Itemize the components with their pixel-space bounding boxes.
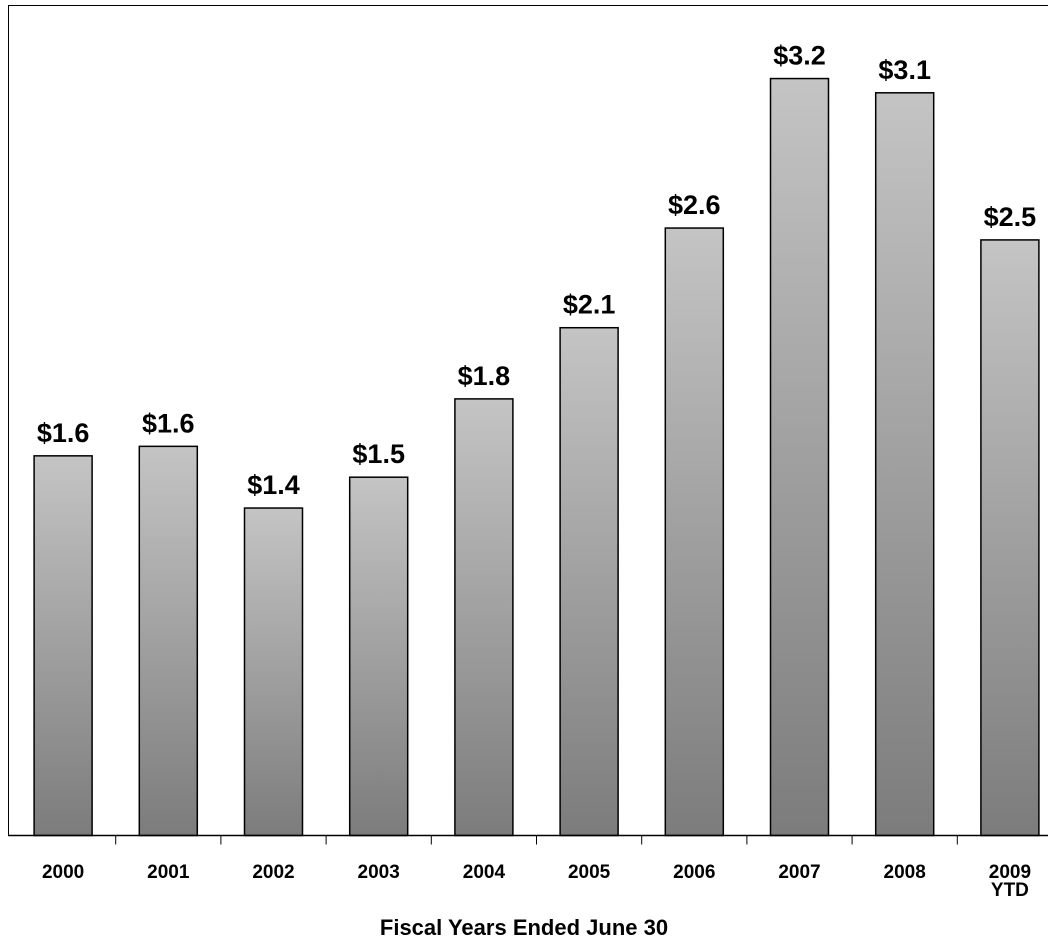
bar: [664, 227, 725, 837]
value-label: $1.6: [142, 408, 195, 438]
value-label: $1.6: [37, 418, 90, 448]
bar: [874, 92, 935, 837]
value-label: $3.1: [878, 55, 931, 85]
value-label: $3.2: [773, 41, 826, 71]
bar: [454, 398, 514, 837]
x-axis-title: Fiscal Years Ended June 30: [379, 915, 669, 940]
x-tick-label: 2000: [41, 862, 85, 883]
x-tick-label: 2003: [357, 862, 400, 883]
x-tick-label: 2008: [883, 862, 926, 883]
x-tick-label: 2004: [462, 862, 506, 883]
bar: [348, 476, 409, 837]
value-label: $1.5: [352, 439, 405, 469]
bar: [243, 507, 304, 837]
bar: [559, 326, 619, 837]
x-tick-label: 2001: [147, 862, 190, 883]
value-label: $2.5: [984, 202, 1037, 232]
bar: [980, 239, 1040, 837]
x-tick-label: 2006: [673, 862, 716, 883]
value-label: $1.4: [247, 470, 300, 500]
value-label: $2.6: [668, 190, 721, 220]
x-tick-label: 2005: [567, 862, 611, 883]
value-label: $2.1: [563, 290, 616, 320]
x-tick-label: 2002: [252, 862, 295, 883]
bar: [138, 445, 199, 837]
x-tick-label: 2007: [778, 862, 821, 883]
x-tick-label: 2009 YTD: [988, 862, 1032, 901]
bar: [769, 77, 830, 837]
value-label: $1.8: [458, 361, 511, 391]
bar: [33, 455, 93, 837]
